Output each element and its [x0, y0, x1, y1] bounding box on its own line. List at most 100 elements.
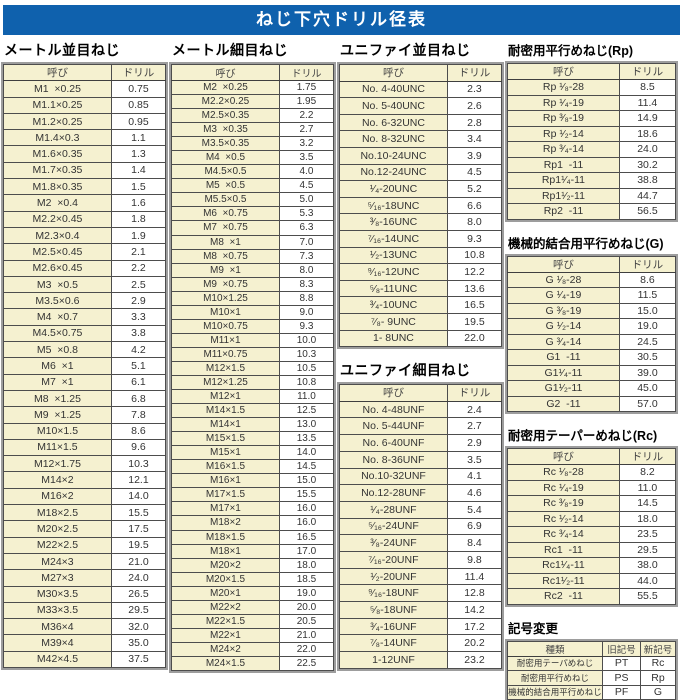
drill-value-cell: 6.1: [111, 374, 165, 390]
thread-name-cell: M12×1: [172, 390, 280, 404]
drill-value-cell: 3.4: [447, 131, 501, 148]
thread-name-cell: M2.3×0.4: [4, 227, 112, 243]
section-title-g: 機械的結合用平行めねじ(G): [508, 233, 676, 252]
section-title-unified-coarse: ユニファイ並目ねじ: [340, 40, 502, 60]
thread-name-cell: M11×0.75: [172, 347, 280, 361]
column-header: 種類: [508, 641, 603, 656]
thread-name-cell: M3.5×0.6: [4, 293, 112, 309]
header-row: 種類旧記号新記号: [508, 641, 676, 656]
thread-name-cell: No.12-28UNF: [340, 485, 448, 502]
thread-name-cell: M10×1: [172, 305, 280, 319]
drill-value-cell: 9.3: [447, 230, 501, 247]
drill-value-cell: 15.5: [279, 488, 333, 502]
header-row: 呼びドリル: [4, 65, 166, 81]
header-row: 呼びドリル: [172, 65, 334, 81]
drill-value-cell: 0.85: [111, 97, 165, 113]
thread-name-cell: M5.5×0.5: [172, 193, 280, 207]
column-header: ドリル: [619, 64, 675, 80]
column-header: 呼び: [340, 385, 448, 402]
drill-value-cell: 19.0: [619, 319, 675, 335]
thread-name-cell: G ³⁄₈-19: [508, 303, 620, 319]
thread-name-cell: G1¹⁄₄-11: [508, 365, 620, 381]
thread-name-cell: M2.5×0.35: [172, 109, 280, 123]
drill-value-cell: 8.6: [619, 272, 675, 288]
thread-name-cell: No.10-24UNC: [340, 147, 448, 164]
header-row: 呼びドリル: [340, 385, 502, 402]
drill-value-cell: 11.4: [447, 568, 501, 585]
thread-name-cell: No. 5-40UNC: [340, 98, 448, 115]
thread-name-cell: 耐密用テーパめねじ: [508, 656, 603, 671]
drill-value-cell: 16.0: [279, 502, 333, 516]
drill-value-cell: 44.7: [619, 188, 675, 204]
thread-name-cell: 1- 8UNC: [340, 330, 448, 347]
thread-name-cell: M30×3.5: [4, 586, 112, 602]
drill-value-cell: 14.5: [619, 496, 675, 512]
thread-name-cell: 耐密用平行めねじ: [508, 671, 603, 686]
section-title-rp: 耐密用平行めねじ(Rp): [508, 40, 676, 59]
drill-value-cell: 18.0: [619, 511, 675, 527]
thread-name-cell: M2.2×0.45: [4, 211, 112, 227]
section-title-symbol-change: 記号変更: [508, 618, 676, 637]
thread-name-cell: Rc1 -11: [508, 542, 620, 558]
thread-name-cell: Rp ³⁄₈-19: [508, 111, 620, 127]
thread-name-cell: No.10-32UNF: [340, 468, 448, 485]
thread-name-cell: ⁹⁄₁₆-12UNC: [340, 264, 448, 281]
thread-name-cell: M4.5×0.75: [4, 325, 112, 341]
drill-value-cell: 5.4: [447, 501, 501, 518]
drill-value-cell: 13.6: [447, 280, 501, 297]
thread-name-cell: M3 ×0.5: [4, 276, 112, 292]
thread-name-cell: M12×1.25: [172, 375, 280, 389]
thread-name-cell: M8 ×0.75: [172, 249, 280, 263]
drill-value-cell: 35.0: [111, 635, 165, 651]
thread-name-cell: ⁷⁄₁₆-14UNC: [340, 230, 448, 247]
drill-value-cell: 2.7: [279, 123, 333, 137]
drill-value-cell: 5.0: [279, 193, 333, 207]
thread-name-cell: No. 8-32UNC: [340, 131, 448, 148]
drill-value-cell: 16.0: [279, 516, 333, 530]
drill-value-cell: 1.9: [111, 227, 165, 243]
thread-name-cell: ³⁄₄-10UNC: [340, 297, 448, 314]
drill-value-cell: 8.3: [279, 277, 333, 291]
drill-value-cell: 21.0: [279, 628, 333, 642]
thread-name-cell: M18×1: [172, 544, 280, 558]
thread-name-cell: M1.8×0.35: [4, 179, 112, 195]
thread-name-cell: M2.5×0.45: [4, 244, 112, 260]
thread-name-cell: M16×2: [4, 488, 112, 504]
drill-value-cell: 14.9: [619, 111, 675, 127]
thread-name-cell: 機械的結合用平行めねじ: [508, 685, 603, 700]
drill-value-cell: 6.3: [279, 221, 333, 235]
